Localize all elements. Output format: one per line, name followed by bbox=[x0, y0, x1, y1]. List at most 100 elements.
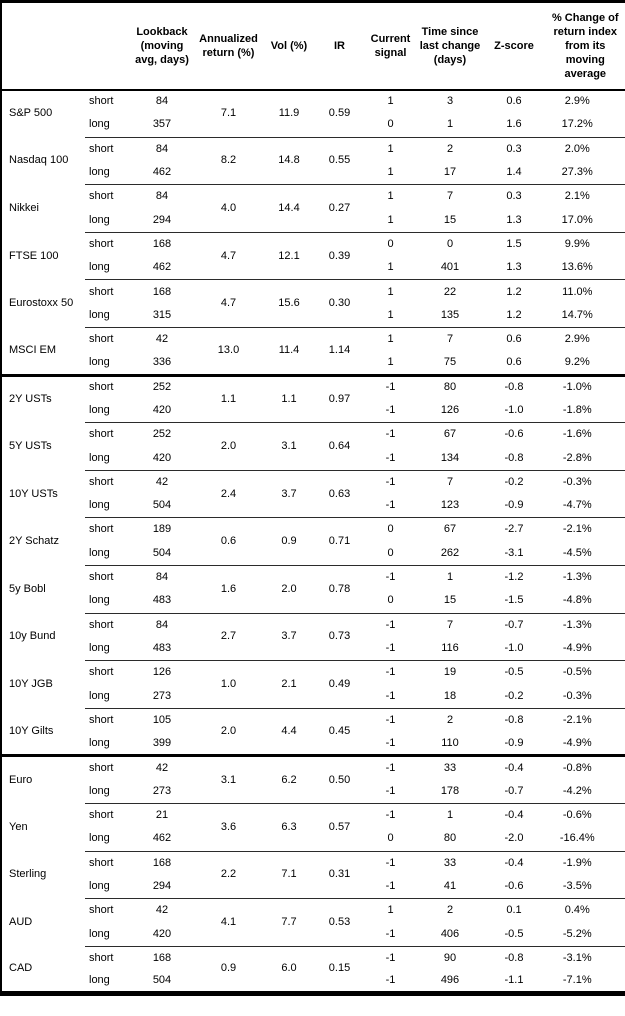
current-signal-cell: -1 bbox=[363, 707, 418, 733]
zscore-cell: -0.4 bbox=[482, 802, 546, 828]
horizon-cell: long bbox=[89, 261, 110, 274]
time-since-change-cell: 262 bbox=[440, 546, 460, 559]
horizon-cell: long bbox=[89, 736, 110, 749]
col-header-asset bbox=[1, 1, 85, 91]
ir-cell: 0.15 bbox=[316, 945, 363, 994]
current-signal-cell: 1 bbox=[363, 136, 418, 161]
col-header-zscore: Z-score bbox=[482, 1, 546, 91]
horizon-cell: long bbox=[89, 546, 110, 559]
col-header-horizon bbox=[85, 1, 129, 91]
pct-change-cell: 27.3% bbox=[561, 166, 593, 179]
current-signal-cell: -1 bbox=[385, 641, 396, 654]
table-row: AUD short 42 4.1 7.7 0.53 1 2 0.1 0.4% bbox=[1, 898, 625, 947]
current-signal-cell: 0 bbox=[363, 231, 418, 257]
horizon-cell: short bbox=[85, 184, 129, 209]
lookback-cell: 504 bbox=[152, 974, 172, 987]
table-row: 5y Bobl short 84 1.6 2.0 0.78 -1 1 -1.2 -1.3% bbox=[1, 564, 625, 614]
table-row: long 420 -1 126 -1.0 -1.8% bbox=[1, 399, 625, 423]
table-body: S&P 500 short 84 7.1 11.9 0.59 1 3 0.6 2.9% long 35… bbox=[1, 90, 625, 994]
pct-change-cell: -4.9% bbox=[562, 736, 592, 749]
annualized-return-cell: 2.7 bbox=[195, 612, 262, 661]
table-header: Lookback (moving avg, days) Annualized r… bbox=[1, 1, 625, 91]
table-row: Yen short 21 3.6 6.3 0.57 -1 1 -0.4 -0.6% bbox=[1, 802, 625, 851]
time-since-change-cell: 15 bbox=[443, 213, 457, 226]
table-row: S&P 500 short 84 7.1 11.9 0.59 1 3 0.6 2.9% bbox=[1, 90, 625, 119]
zscore-cell: -0.9 bbox=[504, 499, 524, 512]
horizon-cell: long bbox=[89, 594, 110, 607]
asset-name-cell: Eurostoxx 50 bbox=[9, 297, 74, 310]
ir-cell: 0.50 bbox=[316, 754, 363, 804]
annualized-return-cell: 3.1 bbox=[195, 754, 262, 804]
zscore-cell: -0.8 bbox=[482, 373, 546, 399]
asset-name-cell: 5Y USTs bbox=[9, 439, 52, 452]
time-since-change-cell: 33 bbox=[418, 754, 482, 780]
pct-change-cell: -5.2% bbox=[562, 927, 592, 940]
current-signal-cell: 1 bbox=[387, 95, 394, 108]
horizon-cell: short bbox=[85, 564, 129, 590]
time-since-change-cell: 67 bbox=[418, 422, 482, 447]
time-since-change-cell: 7 bbox=[418, 326, 482, 352]
current-signal-cell: -1 bbox=[385, 784, 396, 797]
pct-change-cell: -4.2% bbox=[562, 784, 592, 797]
lookback-cell: 504 bbox=[152, 499, 172, 512]
pct-change-cell: -4.8% bbox=[562, 594, 592, 607]
table-row: long 357 0 1 1.6 17.2% bbox=[1, 113, 625, 137]
horizon-cell: long bbox=[89, 927, 110, 940]
vol-cell: 7.7 bbox=[262, 898, 316, 947]
current-signal-cell: 0 bbox=[387, 546, 394, 559]
col-header-annualized-return: Annualized return (%) bbox=[195, 1, 262, 91]
asset-name-cell: Nikkei bbox=[9, 201, 39, 214]
vol-cell: 0.9 bbox=[262, 517, 316, 566]
asset-name-cell: CAD bbox=[9, 962, 33, 975]
current-signal-cell: -1 bbox=[385, 927, 396, 940]
pct-change-cell: 9.2% bbox=[564, 355, 590, 368]
zscore-cell: -0.4 bbox=[482, 850, 546, 875]
horizon-cell: long bbox=[89, 879, 110, 892]
horizon-cell: long bbox=[89, 355, 110, 368]
pct-change-cell: -4.5% bbox=[562, 546, 592, 559]
ir-cell: 0.53 bbox=[316, 898, 363, 947]
time-since-change-cell: 22 bbox=[418, 279, 482, 304]
current-signal-cell: -1 bbox=[385, 404, 396, 416]
pct-change-cell: -1.3% bbox=[546, 564, 625, 590]
zscore-cell: 0.3 bbox=[482, 136, 546, 161]
lookback-cell: 168 bbox=[129, 279, 195, 304]
zscore-cell: -0.4 bbox=[482, 754, 546, 780]
horizon-cell: short bbox=[85, 802, 129, 828]
lookback-cell: 462 bbox=[152, 261, 172, 274]
vol-cell: 12.1 bbox=[262, 231, 316, 280]
time-since-change-cell: 17 bbox=[443, 166, 457, 179]
lookback-cell: 315 bbox=[152, 308, 172, 321]
horizon-cell: short bbox=[85, 660, 129, 685]
current-signal-cell: 0 bbox=[387, 594, 394, 607]
vol-cell: 11.9 bbox=[278, 107, 300, 120]
horizon-cell: short bbox=[85, 469, 129, 495]
ir-cell: 0.73 bbox=[316, 612, 363, 661]
time-since-change-cell: 67 bbox=[418, 517, 482, 542]
lookback-cell: 84 bbox=[129, 136, 195, 161]
zscore-cell: 1.3 bbox=[506, 261, 522, 274]
zscore-cell: 1.2 bbox=[506, 308, 522, 321]
current-signal-cell: -1 bbox=[363, 422, 418, 447]
annualized-return-cell: 1.1 bbox=[195, 373, 262, 423]
current-signal-cell: -1 bbox=[385, 499, 396, 512]
pct-change-cell: -0.3% bbox=[562, 689, 592, 702]
zscore-cell: -0.2 bbox=[504, 689, 524, 702]
annualized-return-cell: 2.4 bbox=[195, 469, 262, 518]
pct-change-cell: -0.3% bbox=[546, 469, 625, 495]
lookback-cell: 168 bbox=[129, 945, 195, 970]
zscore-cell: 0.6 bbox=[506, 95, 522, 108]
pct-change-cell: -1.9% bbox=[546, 850, 625, 875]
horizon-cell: long bbox=[89, 404, 110, 416]
table-row: 2Y Schatz short 189 0.6 0.9 0.71 0 67 -2.7 -2.1% bbox=[1, 517, 625, 566]
pct-change-cell: -2.1% bbox=[546, 707, 625, 733]
time-since-change-cell: 1 bbox=[446, 118, 454, 131]
lookback-cell: 168 bbox=[129, 231, 195, 257]
time-since-change-cell: 75 bbox=[443, 355, 457, 368]
ir-cell: 0.59 bbox=[328, 107, 351, 120]
annualized-return-cell: 4.1 bbox=[195, 898, 262, 947]
pct-change-cell: -0.8% bbox=[546, 754, 625, 780]
annualized-return-cell: 13.0 bbox=[195, 326, 262, 376]
annualized-return-cell: 1.6 bbox=[195, 564, 262, 614]
table-row: long 504 -1 496 -1.1 -7.1% bbox=[1, 970, 625, 994]
